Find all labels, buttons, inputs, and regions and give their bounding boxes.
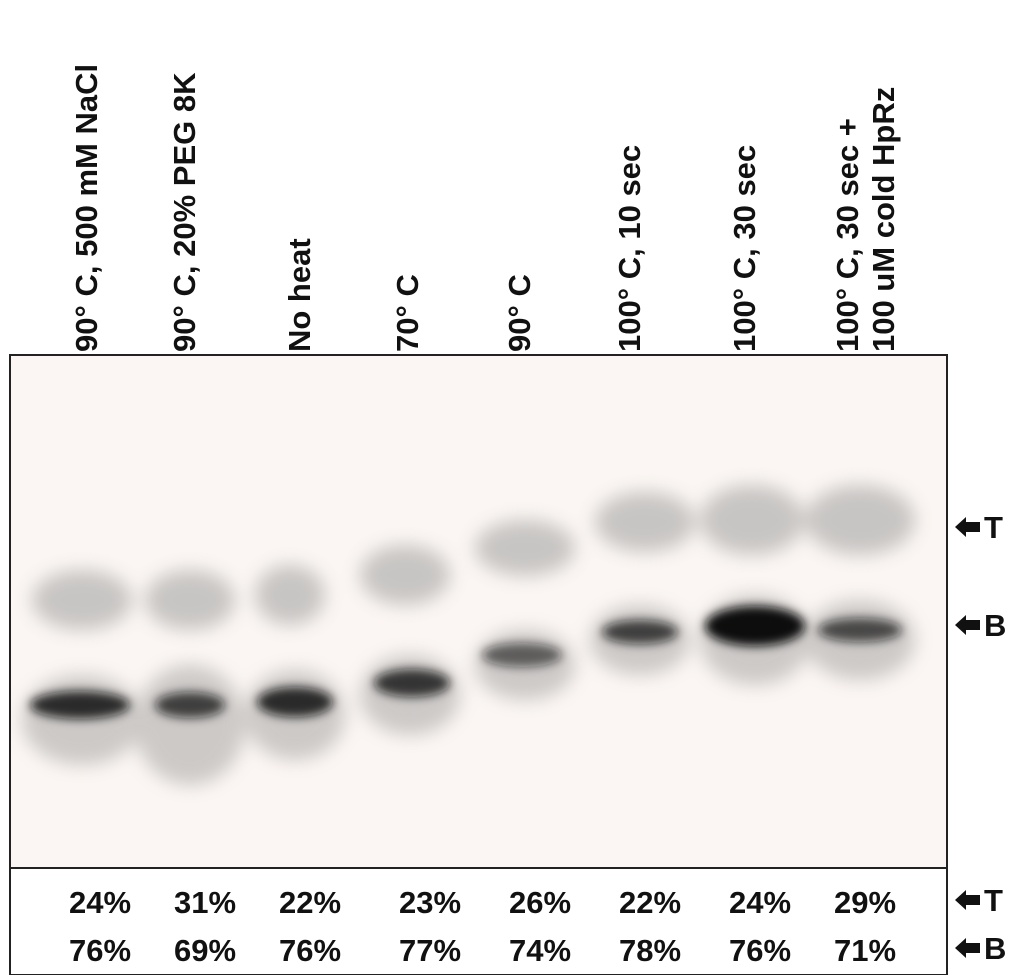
lane-label: 100° C, 10 sec	[612, 145, 647, 352]
percent-value: 69%	[174, 933, 236, 968]
gel-marker-b: B	[955, 608, 1006, 643]
row-marker-t: T	[955, 883, 1003, 918]
marker-label: B	[984, 931, 1006, 966]
lane-label: No heat	[282, 238, 317, 352]
marker-label: T	[984, 510, 1003, 545]
percent-value: 77%	[399, 933, 461, 968]
percent-value: 24%	[69, 885, 131, 920]
marker-label: B	[984, 608, 1006, 643]
percent-value: 22%	[619, 885, 681, 920]
gel-bands	[22, 485, 915, 785]
percent-value: 26%	[509, 885, 571, 920]
percent-value: 76%	[69, 933, 131, 968]
percent-value: 76%	[729, 933, 791, 968]
gel-marker-t: T	[955, 510, 1003, 545]
percent-value: 71%	[834, 933, 896, 968]
percent-value: 22%	[279, 885, 341, 920]
percent-value: 78%	[619, 933, 681, 968]
lane-label: 100 uM cold HpRz	[866, 87, 901, 352]
percent-value: 23%	[399, 885, 461, 920]
lane-label: 70° C	[390, 274, 425, 352]
percent-value: 76%	[279, 933, 341, 968]
percent-value: 24%	[729, 885, 791, 920]
row-marker-b: B	[955, 931, 1006, 966]
lane-label: 100° C, 30 sec	[727, 145, 762, 352]
lane-label: 90° C, 500 mM NaCl	[69, 64, 104, 352]
lane-label: 100° C, 30 sec +	[830, 118, 865, 352]
lane-label: 90° C	[502, 274, 537, 352]
percent-value: 29%	[834, 885, 896, 920]
percent-value: 31%	[174, 885, 236, 920]
marker-label: T	[984, 883, 1003, 918]
percent-value: 74%	[509, 933, 571, 968]
lane-label: 90° C, 20% PEG 8K	[167, 72, 202, 352]
